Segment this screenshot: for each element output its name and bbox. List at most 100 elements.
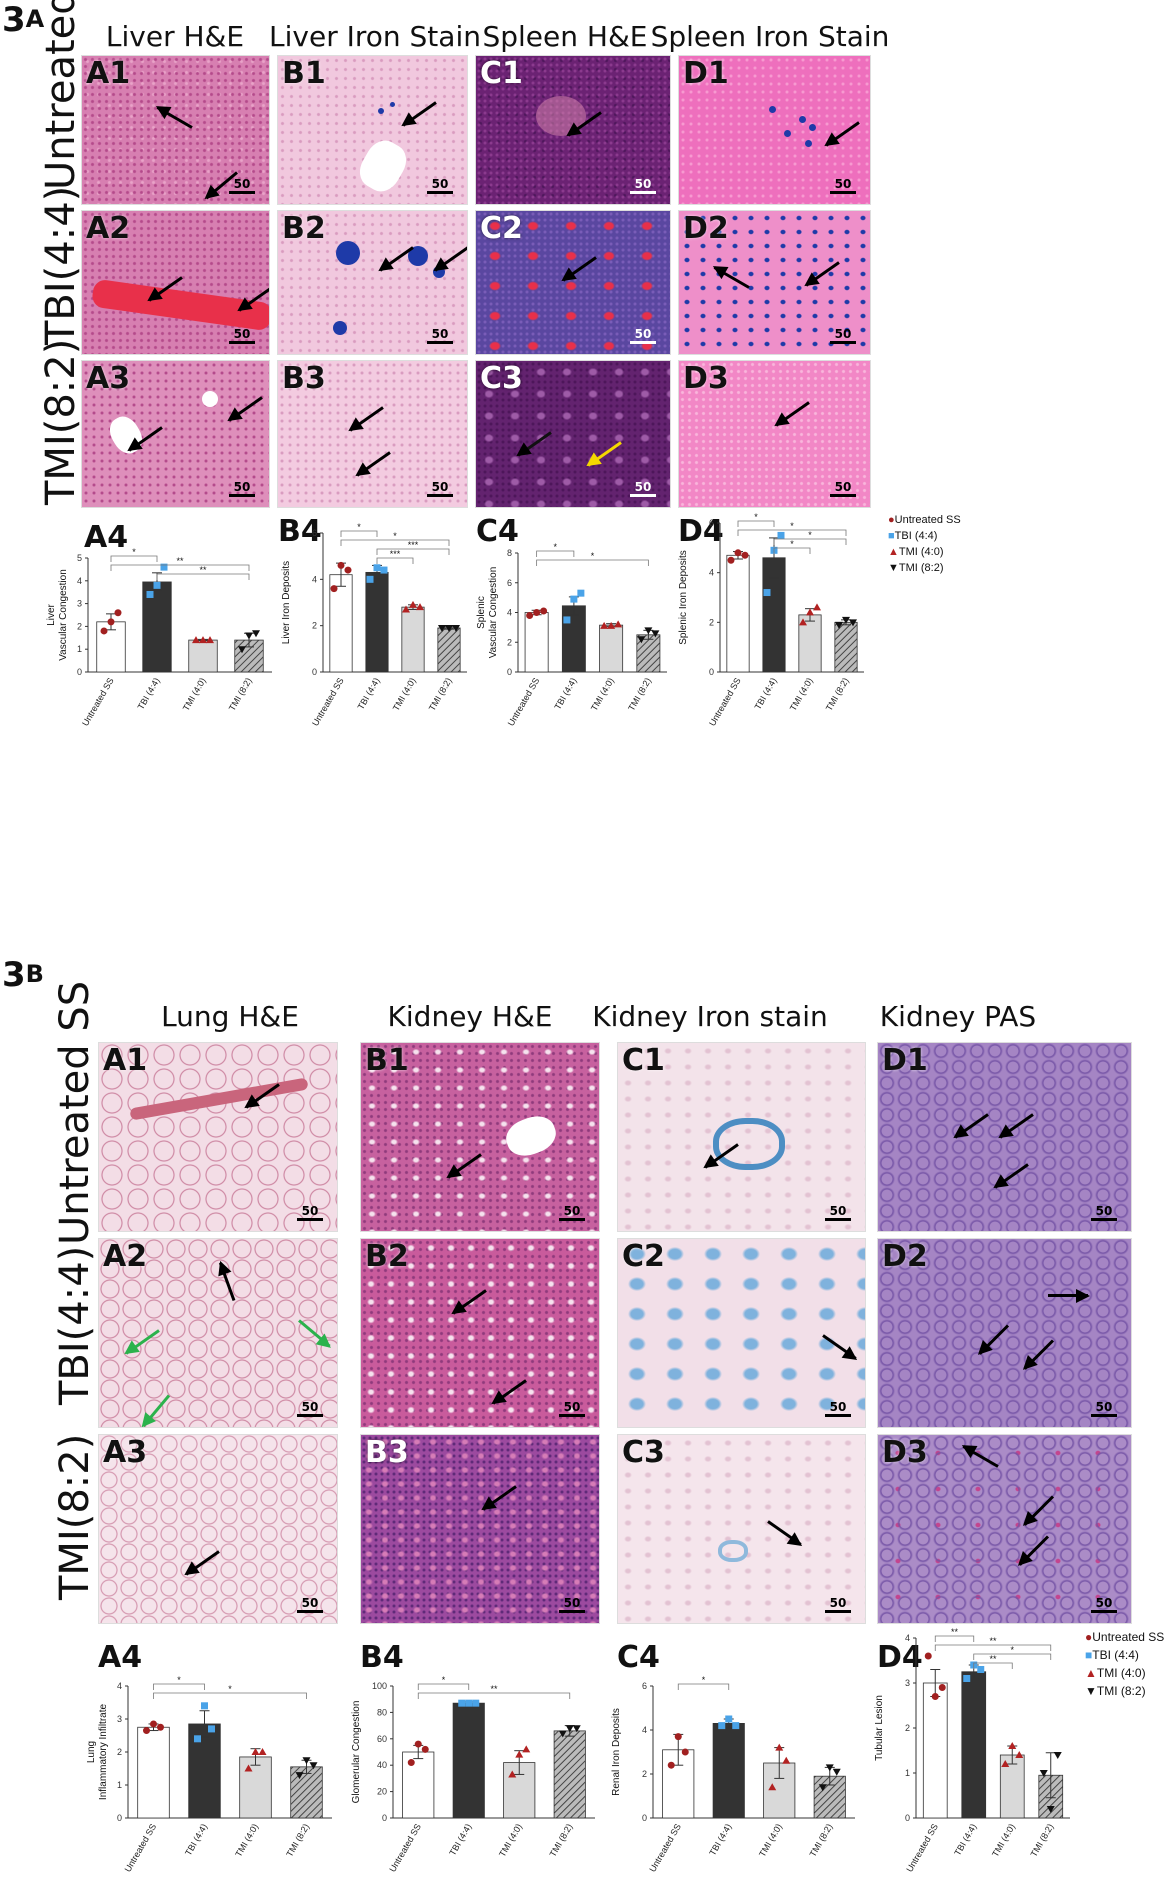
bar bbox=[188, 639, 218, 673]
x-tick-label: TMI (8:2) bbox=[808, 1822, 835, 1859]
data-point bbox=[924, 1652, 932, 1660]
chart-3a-a4: 0 1 2 3 4 5 Liver Vascular Congestion Untreated … bbox=[46, 547, 272, 728]
tile-label: C1 bbox=[622, 1043, 665, 1078]
data-point bbox=[409, 600, 417, 608]
micrograph-spleen-he-untreated: C1 50 bbox=[475, 55, 671, 205]
y-tick-label: 0 bbox=[382, 1813, 387, 1823]
data-point bbox=[465, 1699, 473, 1707]
x-tick-label: TBI (4:4) bbox=[753, 676, 779, 711]
y-axis-label: Tubular Lesion bbox=[874, 1695, 885, 1761]
data-point bbox=[1053, 1752, 1062, 1759]
x-tick-label: TBI (4:4) bbox=[136, 676, 162, 711]
col-title-spleen-iron: Spleen Iron Stain bbox=[650, 20, 890, 53]
x-tick-label: TMI (4:0) bbox=[788, 676, 815, 713]
circle-marker-icon: ● bbox=[888, 514, 895, 526]
scale-bar: 50 bbox=[559, 1400, 585, 1417]
tile-label: B3 bbox=[365, 1435, 409, 1470]
significance-bracket bbox=[934, 1635, 975, 1642]
tile-label: D2 bbox=[882, 1239, 928, 1274]
green-arrow-icon bbox=[142, 1394, 171, 1427]
y-tick-label: 6 bbox=[312, 528, 317, 538]
data-point bbox=[107, 618, 115, 626]
micrograph-liver-he-tbi: A2 50 bbox=[81, 210, 270, 355]
y-tick-label: 2 bbox=[77, 621, 82, 631]
y-tick-label: 6 bbox=[709, 518, 714, 528]
figure-number: 3 bbox=[2, 955, 26, 995]
data-point bbox=[251, 1748, 260, 1755]
scale-bar: 50 bbox=[1091, 1596, 1117, 1613]
data-point bbox=[813, 603, 821, 611]
tile-label: D1 bbox=[683, 56, 729, 91]
micrograph-liver-iron-untreated: B1 50 bbox=[277, 55, 468, 205]
x-tick-label: Untreated SS bbox=[904, 1822, 940, 1874]
micrograph-spleen-iron-tmi: D3 50 bbox=[678, 360, 871, 508]
data-point bbox=[366, 575, 374, 583]
tile-label: B2 bbox=[365, 1239, 409, 1274]
data-point bbox=[572, 1725, 581, 1733]
x-tick-label: TMI (8:2) bbox=[626, 676, 653, 713]
data-point bbox=[558, 1730, 567, 1738]
x-tick-label: Untreated SS bbox=[647, 1822, 683, 1874]
y-tick-label: 2 bbox=[507, 637, 512, 647]
legend-item: ■TBI (4:4) bbox=[888, 530, 938, 542]
significance-bracket bbox=[773, 547, 811, 554]
data-point bbox=[515, 1750, 524, 1758]
arrow-icon bbox=[1023, 1339, 1055, 1370]
row-label-untreated: Untreated SS bbox=[38, 0, 84, 190]
significance-label: * bbox=[790, 521, 794, 531]
y-tick-label: 4 bbox=[312, 574, 317, 584]
data-point bbox=[565, 1725, 574, 1733]
scale-bar: 50 bbox=[297, 1204, 323, 1221]
x-tick-label: TMI (4:0) bbox=[181, 676, 208, 713]
scale-bar: 50 bbox=[630, 327, 656, 344]
y-tick-label: 0 bbox=[77, 667, 82, 677]
data-point bbox=[330, 585, 338, 593]
data-point bbox=[931, 1693, 939, 1700]
col-title-kidney-he: Kidney H&E bbox=[387, 1000, 553, 1033]
micrograph-liver-he-tmi: A3 50 bbox=[81, 360, 270, 508]
row-label-untreated: Untreated SS bbox=[52, 980, 98, 1245]
significance-bracket bbox=[156, 573, 250, 580]
bar bbox=[561, 605, 586, 673]
x-tick-label: TMI (8:2) bbox=[427, 676, 454, 713]
y-tick-label: 0 bbox=[117, 1813, 122, 1823]
scale-bar: 50 bbox=[559, 1596, 585, 1613]
col-title-spleen-he: Spleen H&E bbox=[482, 20, 648, 53]
micrograph-liver-iron-tmi: B3 50 bbox=[277, 360, 468, 508]
data-point bbox=[725, 1715, 733, 1723]
bar bbox=[834, 621, 858, 673]
chart-3b-b4: 0 20 40 60 80 100 Glomerular Congestion Untreat… bbox=[351, 1675, 595, 1874]
y-tick-label: 40 bbox=[377, 1760, 387, 1770]
x-tick-label: TMI (4:0) bbox=[589, 676, 616, 713]
data-point bbox=[445, 624, 453, 632]
micrograph-lung-he-tbi: A2 50 bbox=[98, 1238, 338, 1428]
arrow-icon bbox=[822, 1334, 857, 1360]
tile-label: A2 bbox=[103, 1239, 148, 1274]
bar bbox=[137, 1726, 170, 1819]
significance-bracket bbox=[773, 538, 847, 545]
micrograph-liver-iron-tbi: B2 50 bbox=[277, 210, 468, 355]
y-axis-label: Splenic bbox=[476, 596, 487, 629]
significance-bracket bbox=[536, 550, 575, 557]
data-point bbox=[963, 1675, 971, 1682]
y-axis-label: Vascular Congestion bbox=[58, 569, 69, 661]
data-point bbox=[1008, 1742, 1017, 1749]
y-tick-label: 5 bbox=[77, 553, 82, 563]
significance-label: * bbox=[808, 530, 812, 540]
data-point bbox=[452, 624, 460, 632]
tile-label: B3 bbox=[282, 361, 326, 396]
significance-label: ** bbox=[989, 1636, 997, 1646]
data-point bbox=[114, 609, 122, 617]
micrograph-kidney-he-tmi: B3 50 bbox=[360, 1434, 600, 1624]
data-point bbox=[806, 608, 814, 616]
y-tick-label: 1 bbox=[77, 644, 82, 654]
x-tick-label: TBI (4:4) bbox=[552, 676, 578, 711]
data-point bbox=[143, 1727, 150, 1735]
significance-label: * bbox=[591, 551, 595, 561]
significance-label: * bbox=[132, 547, 136, 557]
row-label-tbi: TBI(4:4) bbox=[52, 1245, 98, 1405]
arrow-icon bbox=[1018, 1535, 1050, 1566]
chart-letter-a4: A4 bbox=[98, 1640, 143, 1675]
micrograph-spleen-iron-untreated: D1 50 bbox=[678, 55, 871, 205]
data-point bbox=[727, 556, 735, 564]
